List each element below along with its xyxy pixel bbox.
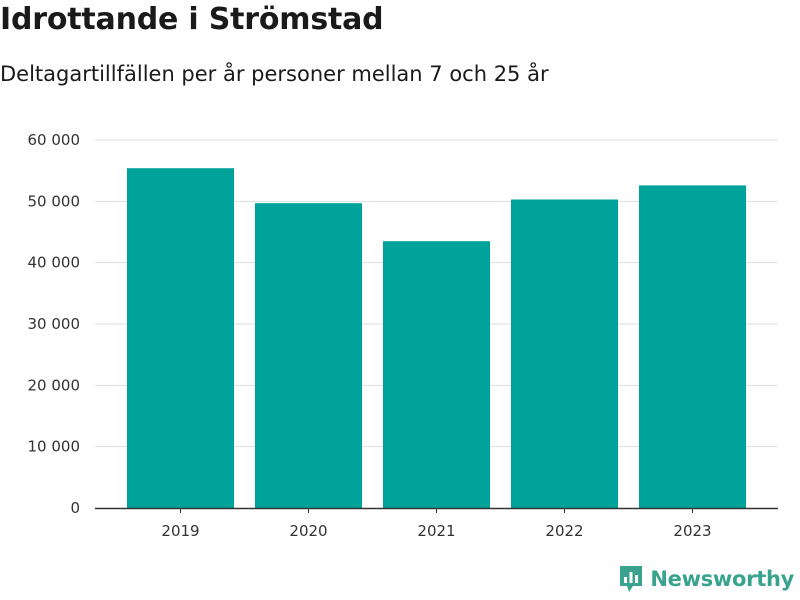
y-tick-label: 10 000 <box>28 438 81 456</box>
bar-2021 <box>383 241 490 508</box>
x-tick-label: 2022 <box>545 522 583 540</box>
bar-2019 <box>127 168 234 509</box>
x-tick-label: 2021 <box>417 522 455 540</box>
bar-2022 <box>511 199 618 508</box>
y-tick-label: 50 000 <box>28 192 81 210</box>
chart-logo-icon <box>620 566 643 592</box>
chart-title: Idrottande i Strömstad <box>0 2 384 37</box>
y-tick-label: 40 000 <box>28 254 81 272</box>
y-tick-label: 60 000 <box>28 131 81 149</box>
x-tick-label: 2023 <box>673 522 711 540</box>
y-tick-label: 20 000 <box>28 376 81 394</box>
x-tick-label: 2019 <box>161 522 199 540</box>
bar-2020 <box>255 203 362 508</box>
brand-logo: Newsworthy <box>618 563 794 595</box>
x-tick-label: 2020 <box>289 522 327 540</box>
y-tick-label: 0 <box>70 499 80 517</box>
y-tick-label: 30 000 <box>28 315 81 333</box>
chart-subtitle: Deltagartillfällen per år personer mella… <box>0 62 549 86</box>
bar-2023 <box>639 185 746 509</box>
brand-name: Newsworthy <box>650 567 794 591</box>
